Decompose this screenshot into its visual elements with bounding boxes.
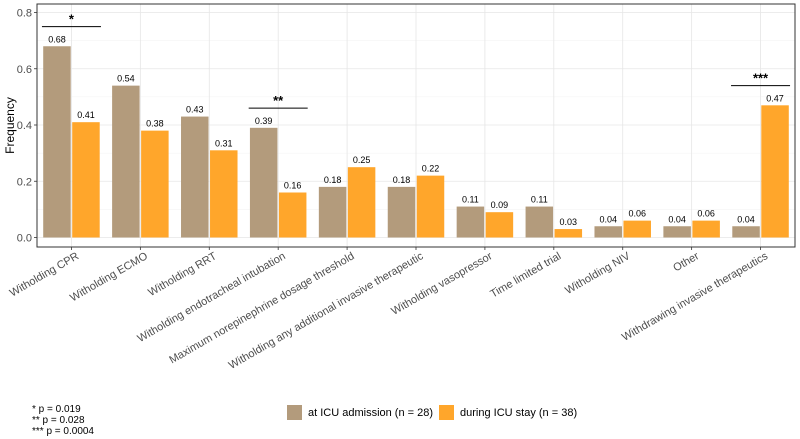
x-tick-label: Time limited trial [488,250,563,300]
bar-value-label: 0.09 [491,200,509,210]
footnote-2: ** p = 0.028 [32,415,85,426]
footnote-1: * p = 0.019 [32,404,81,415]
bar-admission [456,206,485,238]
bar-stay [485,212,514,238]
bar-value-label: 0.47 [766,93,784,103]
y-axis-title: Frequency [3,97,17,154]
bar-admission [594,226,622,238]
bar-admission [112,85,140,238]
bar-stay [141,130,169,238]
bar-admission [181,116,209,238]
bar-value-label: 0.39 [255,116,273,126]
bar-admission [525,206,554,238]
y-tick-label: 0.0 [17,233,32,245]
bar-stay [761,105,789,238]
legend: at ICU admission (n = 28) during ICU sta… [287,405,583,420]
legend-swatch-stay [439,405,455,420]
legend-label-admission: at ICU admission (n = 28) [308,406,434,419]
bar-stay [623,220,651,238]
bar-value-label: 0.06 [628,209,646,219]
x-tick-label: Withdrawing invasive therapeutics [620,250,770,344]
bar-value-label: 0.06 [697,209,715,219]
x-tick-label: Witholding NIV [563,250,633,297]
bar-stay [692,220,720,238]
bar-admission [732,226,760,238]
plot-border [36,3,796,248]
bar-admission [387,186,416,238]
bar-value-label: 0.16 [284,181,302,191]
legend-item-admission: at ICU admission (n = 28) [287,405,433,420]
x-tick-label: Witholding ECMO [68,250,150,304]
bar-value-label: 0.43 [186,105,204,115]
bar-value-label: 0.25 [353,155,371,165]
bar-stay [554,229,583,238]
significance-label: *** [753,71,769,86]
legend-label-stay: during ICU stay (n = 38) [460,406,578,419]
bar-admission [318,186,347,238]
footnotes: * p = 0.019 ** p = 0.028 *** p = 0.0004 [32,404,94,437]
bar-value-label: 0.18 [324,175,342,185]
bar-admission [663,226,691,238]
footnote-3: *** p = 0.0004 [32,426,94,437]
significance-label: ** [273,93,284,108]
bar-stay [347,167,376,238]
y-tick-label: 0.6 [17,64,32,76]
y-tick-label: 0.8 [17,8,32,20]
bar-value-label: 0.11 [531,195,548,205]
legend-swatch-admission [287,405,302,420]
bar-value-label: 0.04 [668,214,686,224]
bar-admission [43,46,71,238]
bar-value-label: 0.04 [737,214,755,224]
bar-value-label: 0.04 [599,214,617,224]
y-tick-label: 0.2 [17,176,32,188]
bar-value-label: 0.22 [422,164,440,174]
bar-admission [249,127,278,238]
bar-value-label: 0.31 [215,138,233,148]
bar-stay [416,175,445,238]
bar-value-label: 0.11 [462,195,479,205]
bar-value-label: 0.38 [146,119,164,129]
x-tick-label: Other [671,250,701,274]
bar-value-label: 0.03 [560,217,578,227]
bar-value-label: 0.68 [48,34,66,44]
y-tick-label: 0.4 [17,120,32,132]
legend-item-stay: during ICU stay (n = 38) [439,405,577,420]
bar-stay [210,150,238,238]
bar-value-label: 0.54 [117,74,135,84]
bar-value-label: 0.18 [393,175,411,185]
bar-value-label: 0.41 [77,110,95,120]
significance-label: * [69,12,75,27]
bar-stay [72,122,100,238]
bar-stay [278,192,307,238]
